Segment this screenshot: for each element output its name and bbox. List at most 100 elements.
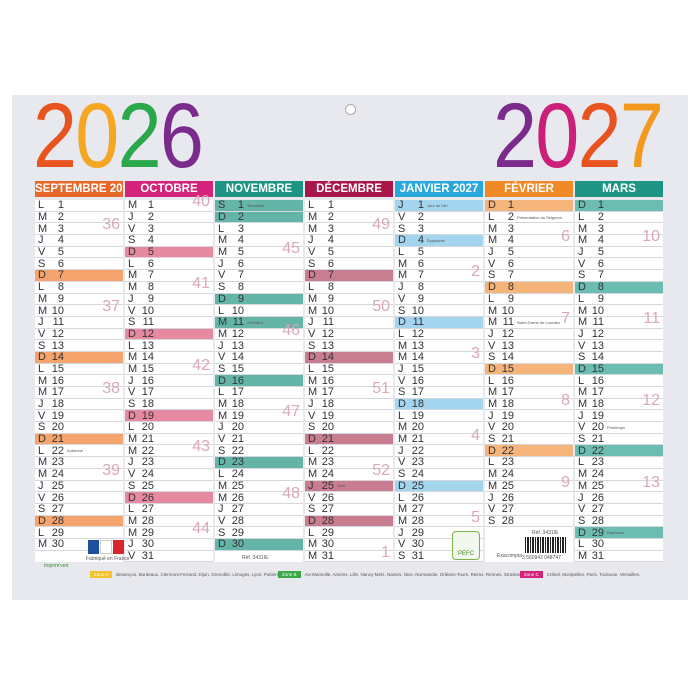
day-row: J 18 [305,398,393,411]
weekday-letter: M [38,374,48,387]
day-number: 19 [321,409,334,422]
day-row: L 29 [305,527,393,539]
weekday-letter: M [308,211,318,224]
day-row: M 17 [575,386,663,399]
day-row: M 10 37 [35,299,123,317]
week-number: 40 [192,193,210,210]
day-number: 18 [51,398,64,411]
day-number: 10 [231,304,244,317]
day-list: S 1 Toussaint D 2 L 3 M 4 M 5 45 J 6 V 7 S 8 D 9 L 10 M 11 Armis… [215,199,303,563]
day-note: Présentation du Seigneur [517,214,563,220]
day-row: S 13 [305,340,393,352]
weekday-letter: S [398,222,406,235]
day-number: 24 [321,468,334,481]
day-number: 2 [417,211,424,224]
weekday-letter: M [578,234,588,247]
weekday-letter: V [488,503,496,516]
day-row: J 23 [125,456,213,469]
weekday-letter: J [398,281,404,294]
day-row: M 16 [35,375,123,387]
month-header: NOVEMBRE [215,181,303,197]
day-number: 30 [591,538,604,551]
day-number: 28 [51,514,64,527]
day-number: 31 [321,549,334,562]
day-number: 14 [231,351,244,364]
day-number: 12 [51,327,64,340]
day-row: V 14 [215,351,303,364]
day-number: 29 [411,526,424,539]
day-row: M 28 5 [395,509,483,528]
weekday-letter: D [128,246,136,259]
weekday-letter: D [128,327,136,340]
day-row: M 22 43 [125,439,213,458]
weekday-letter: S [218,362,226,375]
weekday-letter: J [128,211,134,224]
day-row: M 27 [395,503,483,516]
day-number: 1 [597,199,604,212]
weekday-letter: D [578,281,586,294]
day-row: V 23 [395,456,483,469]
day-number: 13 [231,339,244,352]
day-number: 18 [591,398,604,411]
week-number: 38 [102,380,120,397]
weekday-letter: L [578,538,585,551]
weekday-letter: S [488,351,496,364]
weekday-letter: M [578,468,588,481]
day-number: 12 [141,327,154,340]
day-note: Rameaux [607,530,625,536]
day-row: L 23 [485,456,573,469]
weekday-letter: S [218,281,226,294]
weekday-letter: D [398,234,406,247]
day-number: 11 [592,316,604,329]
weekday-letter: D [488,444,496,457]
brand-logo: Exacompta [497,553,523,559]
day-row: S 17 [395,386,483,399]
day-number: 27 [51,503,64,516]
day-number: 9 [507,292,514,305]
weekday-letter: M [128,269,138,282]
day-number: 26 [591,491,604,504]
day-number: 1 [147,199,154,212]
day-number: 28 [141,514,154,527]
day-number: 29 [141,526,154,539]
reference-label-2: Réf. 3431IE [532,530,559,536]
weekday-letter: M [128,281,138,294]
weekday-letter: V [218,433,226,446]
day-number: 4 [147,234,154,247]
day-number: 22 [51,444,64,457]
weekday-letter: M [218,316,228,329]
day-number: 30 [231,538,244,551]
weekday-letter: S [218,444,226,457]
day-number: 6 [597,257,604,270]
day-number: 19 [51,409,64,422]
day-row: L 30 [575,538,663,551]
day-note: Noël [337,483,346,489]
weekday-letter: M [398,351,408,364]
day-number: 20 [321,421,334,434]
day-row: S 14 [575,351,663,364]
day-number: 31 [591,549,604,562]
day-row: L 15 [35,363,123,376]
day-row: V 24 [125,468,213,481]
hanging-hole [345,104,356,115]
day-number: 25 [51,479,64,492]
day-row: M 17 38 [35,381,123,399]
day-row: M 24 52 [305,462,393,481]
year-2027: 2027 [493,86,664,186]
day-number: 11 [322,316,334,329]
day-number: 9 [597,292,604,305]
day-row: S 28 [575,515,663,528]
weekday-letter: V [308,491,316,504]
weekday-letter: L [578,292,585,305]
day-number: 6 [417,257,424,270]
week-number: 52 [372,461,390,479]
